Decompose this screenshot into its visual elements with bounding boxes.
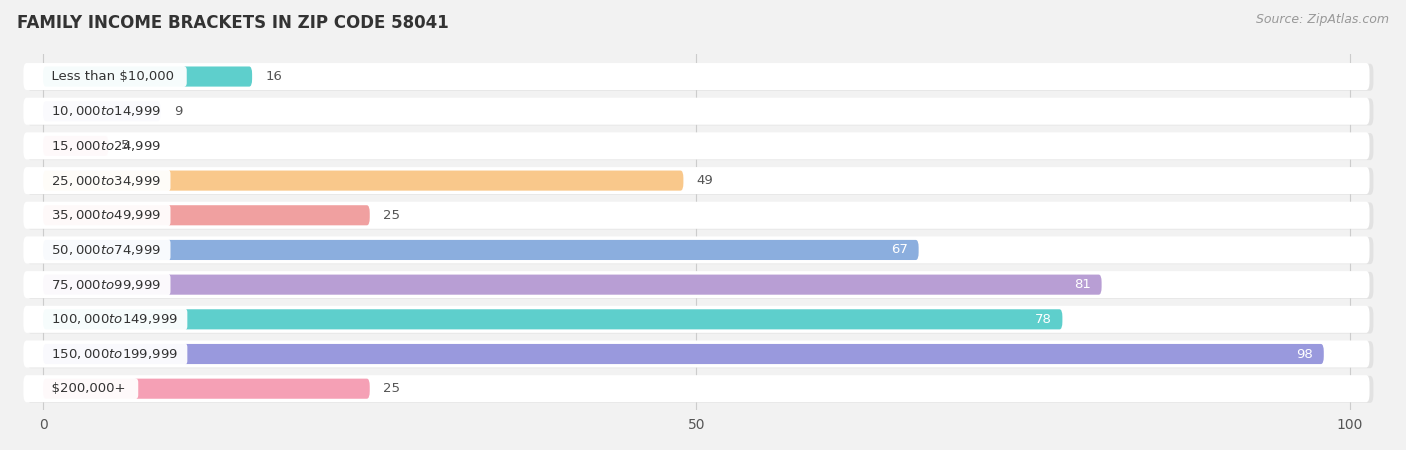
Text: $200,000+: $200,000+ <box>44 382 134 395</box>
Text: 5: 5 <box>121 140 129 153</box>
Text: $35,000 to $49,999: $35,000 to $49,999 <box>44 208 166 222</box>
Text: $15,000 to $24,999: $15,000 to $24,999 <box>44 139 166 153</box>
Text: $75,000 to $99,999: $75,000 to $99,999 <box>44 278 166 292</box>
FancyBboxPatch shape <box>27 237 1374 264</box>
FancyBboxPatch shape <box>44 205 370 225</box>
FancyBboxPatch shape <box>27 64 1374 91</box>
FancyBboxPatch shape <box>44 378 370 399</box>
FancyBboxPatch shape <box>27 272 1374 299</box>
FancyBboxPatch shape <box>24 271 1369 298</box>
FancyBboxPatch shape <box>24 306 1369 333</box>
FancyBboxPatch shape <box>27 306 1374 333</box>
FancyBboxPatch shape <box>44 67 252 86</box>
FancyBboxPatch shape <box>44 240 918 260</box>
FancyBboxPatch shape <box>27 202 1374 230</box>
FancyBboxPatch shape <box>44 309 1063 329</box>
FancyBboxPatch shape <box>24 167 1369 194</box>
Text: 9: 9 <box>174 105 181 118</box>
Text: 16: 16 <box>266 70 283 83</box>
Text: 67: 67 <box>891 243 908 256</box>
Text: 78: 78 <box>1035 313 1052 326</box>
Text: 25: 25 <box>382 209 399 222</box>
Text: $50,000 to $74,999: $50,000 to $74,999 <box>44 243 166 257</box>
FancyBboxPatch shape <box>44 101 160 122</box>
FancyBboxPatch shape <box>24 98 1369 125</box>
Text: 49: 49 <box>696 174 713 187</box>
FancyBboxPatch shape <box>27 341 1374 368</box>
Text: $10,000 to $14,999: $10,000 to $14,999 <box>44 104 166 118</box>
FancyBboxPatch shape <box>44 344 1324 364</box>
Text: $100,000 to $149,999: $100,000 to $149,999 <box>44 312 183 326</box>
Text: 25: 25 <box>382 382 399 395</box>
FancyBboxPatch shape <box>27 168 1374 195</box>
Text: 98: 98 <box>1296 347 1313 360</box>
Text: Source: ZipAtlas.com: Source: ZipAtlas.com <box>1256 14 1389 27</box>
FancyBboxPatch shape <box>24 236 1369 264</box>
Text: Less than $10,000: Less than $10,000 <box>44 70 183 83</box>
FancyBboxPatch shape <box>24 202 1369 229</box>
FancyBboxPatch shape <box>24 132 1369 159</box>
Text: 81: 81 <box>1074 278 1091 291</box>
FancyBboxPatch shape <box>24 375 1369 402</box>
FancyBboxPatch shape <box>44 136 108 156</box>
Text: $150,000 to $199,999: $150,000 to $199,999 <box>44 347 183 361</box>
Text: FAMILY INCOME BRACKETS IN ZIP CODE 58041: FAMILY INCOME BRACKETS IN ZIP CODE 58041 <box>17 14 449 32</box>
FancyBboxPatch shape <box>27 133 1374 160</box>
FancyBboxPatch shape <box>24 341 1369 368</box>
FancyBboxPatch shape <box>27 99 1374 126</box>
Text: $25,000 to $34,999: $25,000 to $34,999 <box>44 174 166 188</box>
FancyBboxPatch shape <box>44 274 1102 295</box>
FancyBboxPatch shape <box>44 171 683 191</box>
FancyBboxPatch shape <box>24 63 1369 90</box>
FancyBboxPatch shape <box>27 376 1374 403</box>
